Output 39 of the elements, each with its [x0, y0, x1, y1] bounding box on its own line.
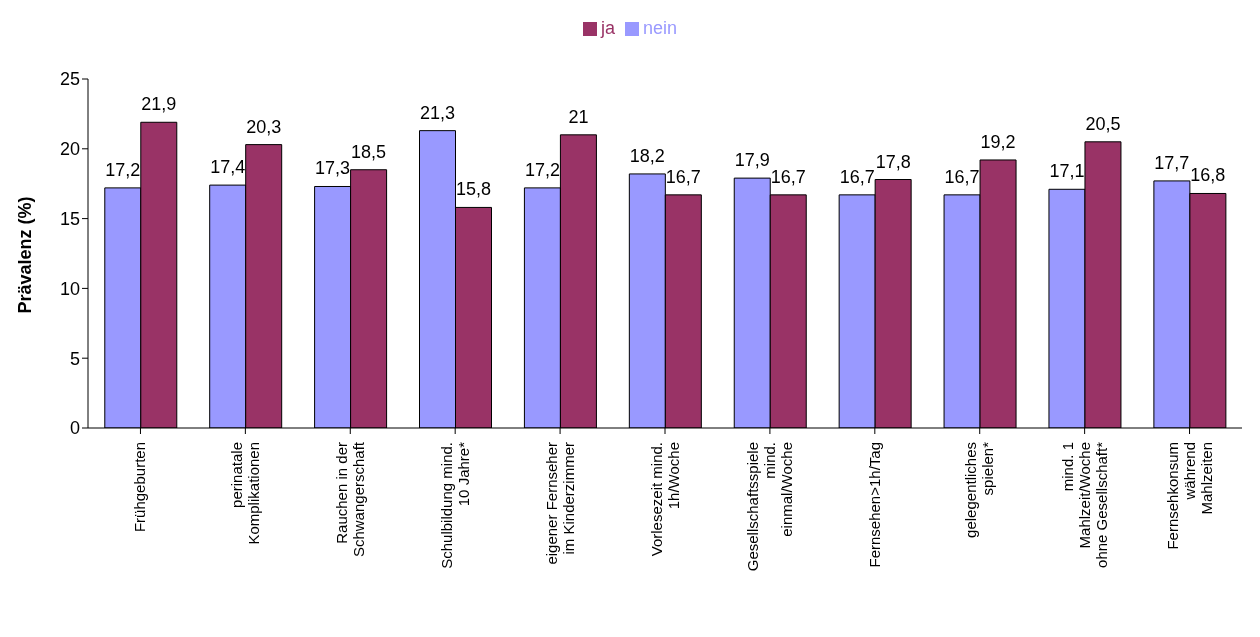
data-label: 17,2 — [105, 159, 141, 180]
legend-label: ja — [600, 18, 615, 38]
y-tick-label: 5 — [69, 348, 80, 369]
data-label: 21,9 — [141, 94, 177, 115]
x-tick-label: gelegentliches spielen* — [962, 441, 997, 538]
y-tick-label: 20 — [59, 139, 80, 160]
data-label: 20,5 — [1085, 113, 1121, 134]
data-label: 21 — [568, 106, 589, 127]
x-tick-label: eigener Fernseher im Kinderzimmer — [542, 442, 577, 565]
data-label: 17,4 — [210, 157, 246, 178]
x-tick-label: Fernsehen>1h/Tag — [865, 442, 883, 568]
y-axis-title: Prävalenz (%) — [15, 196, 36, 314]
data-label: 17,8 — [875, 151, 911, 172]
data-label: 16,7 — [944, 166, 980, 187]
y-tick-label: 10 — [59, 278, 80, 299]
data-label: 18,2 — [629, 145, 665, 166]
data-label: 16,7 — [665, 166, 701, 187]
x-tick-label: Schulbildung mind. 10 Jahre* — [437, 441, 472, 569]
data-label: 20,3 — [246, 116, 282, 137]
data-label: 19,2 — [980, 131, 1016, 152]
data-label: 16,7 — [770, 166, 806, 187]
data-label: 17,1 — [1049, 161, 1085, 182]
x-tick-label: Vorlesezeit mind. 1h/Woche — [647, 442, 682, 557]
data-label: 21,3 — [419, 102, 456, 123]
y-tick-label: 15 — [59, 208, 80, 229]
x-tick-label: perinatale Komplikationen — [227, 442, 262, 545]
data-label: 16,7 — [839, 166, 875, 187]
x-tick-label: Gesellschaftsspiele mind. einmal/Woche — [743, 442, 795, 572]
data-label: 18,5 — [351, 141, 387, 162]
data-label: 15,8 — [455, 179, 492, 200]
data-label: 17,7 — [1154, 152, 1190, 173]
data-label: 17,2 — [524, 159, 560, 180]
data-label: 17,9 — [734, 150, 770, 171]
y-tick-label: 25 — [59, 69, 80, 90]
x-tick-label: Frühgeburten — [131, 442, 149, 533]
legend-label: nein — [642, 18, 678, 38]
data-label: 17,3 — [315, 158, 351, 179]
y-tick-label: 0 — [69, 418, 80, 439]
data-label: 16,8 — [1190, 165, 1226, 186]
